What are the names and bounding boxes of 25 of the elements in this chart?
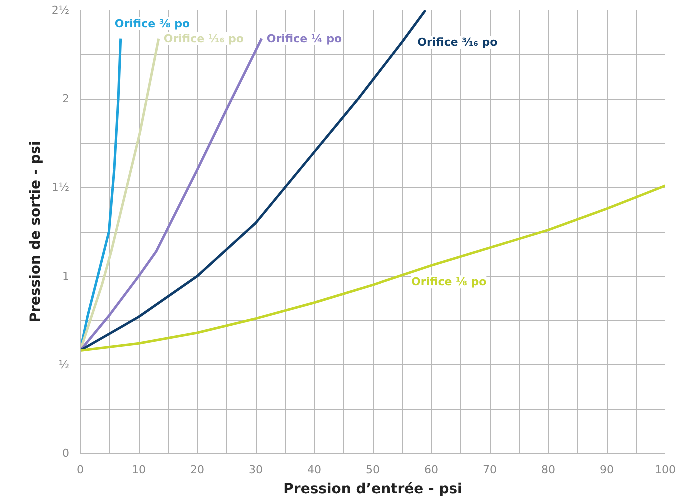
- y-tick-label: ½: [58, 358, 70, 372]
- series-label: Orifice ⅛ po: [412, 276, 488, 289]
- x-tick-label: 70: [483, 464, 497, 476]
- y-tick-label: 2: [62, 92, 70, 106]
- x-axis-title: Pression d’entrée - psi: [284, 482, 462, 498]
- y-tick-label: 0: [62, 447, 70, 460]
- x-tick-label: 80: [542, 464, 556, 476]
- x-tick-label: 0: [77, 464, 84, 476]
- x-tick-label: 20: [190, 464, 204, 476]
- x-tick-label: 90: [600, 464, 614, 476]
- y-tick-label: 1: [62, 270, 70, 283]
- series-label: Orifice ¼ po: [266, 32, 342, 46]
- y-tick-label: 1½: [52, 181, 70, 194]
- y-axis-title: Pression de sortie - psi: [28, 141, 44, 323]
- line-series: [80, 184, 666, 352]
- series-label: Orifice ¹⁄₁₆ po: [164, 32, 244, 46]
- x-tick-label: 10: [132, 464, 146, 476]
- x-tick-label: 50: [366, 464, 380, 476]
- series-label: Orifice ⅜ po: [114, 17, 190, 30]
- series-label: Orifice ³⁄₁₆ po: [418, 36, 498, 49]
- x-tick-label: 100: [655, 464, 676, 476]
- x-tick-label: 60: [424, 464, 438, 476]
- x-tick-label: 40: [308, 464, 322, 476]
- x-tick-label: 30: [249, 464, 263, 476]
- y-tick-label: 2½: [52, 4, 70, 17]
